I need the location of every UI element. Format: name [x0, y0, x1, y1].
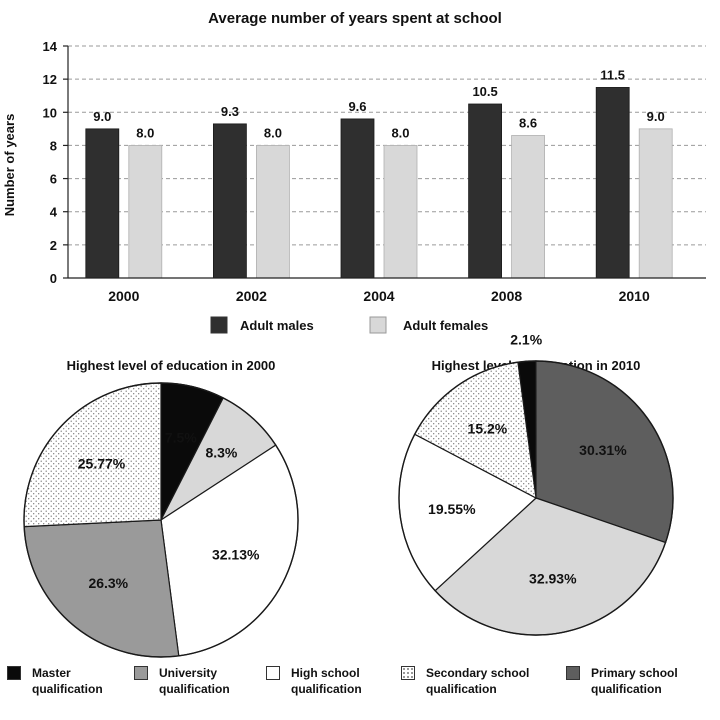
bar-value-label: 11.5 [600, 67, 625, 82]
bar-female [511, 135, 546, 279]
bar-value-label: 8.6 [519, 115, 537, 130]
pie-chart-2000: Highest level of education in 2000 7.5% 8… [23, 358, 299, 658]
legend-item-high-school: High school qualification [266, 665, 362, 697]
bar-value-label: 10.5 [472, 84, 497, 99]
pie-outline [398, 360, 674, 636]
legend-line: Secondary school [426, 666, 530, 680]
x-tick-labels: 2000 2002 2004 2008 2010 [108, 288, 650, 304]
pie-2000-title: Highest level of education in 2000 [67, 358, 276, 373]
legend-item-university: University qualification [134, 665, 230, 697]
pie-slice-label: 25.77% [78, 455, 126, 471]
bar-female [638, 128, 673, 279]
bar-male [340, 118, 375, 279]
y-tick-labels: 0 2 4 6 8 10 12 14 [43, 39, 58, 286]
pie-2000-slices: 7.5% 8.3% 32.13% 26.3% 25.77% [23, 382, 299, 658]
y-tick-label: 4 [50, 205, 58, 220]
bar-value-label: 9.0 [93, 109, 111, 124]
x-tick-label: 2010 [619, 288, 650, 304]
pie-slice-label: 15.2% [468, 420, 508, 436]
legend-label-females: Adult females [403, 318, 488, 333]
y-tick-label: 2 [50, 238, 57, 253]
pie-slice-label: 26.3% [88, 575, 128, 591]
legend-line: qualification [591, 682, 662, 696]
legend-text: High school qualification [291, 665, 362, 697]
legend-swatch [134, 666, 148, 680]
pie-2010-slices: 2.1% 30.31% 32.93% 19.55% 15.2% [398, 332, 674, 636]
legend-swatch-females [369, 316, 387, 334]
x-tick-label: 2000 [108, 288, 139, 304]
legend-text: Secondary school qualification [426, 665, 529, 697]
legend-swatch [401, 666, 415, 680]
bar-chart: Average number of years spent at school … [2, 10, 706, 334]
legend-line: Primary school [591, 666, 678, 680]
legend-swatch [7, 666, 21, 680]
chart-figure: Average number of years spent at school … [2, 10, 706, 658]
x-tick-label: 2008 [491, 288, 522, 304]
x-tick-label: 2004 [363, 288, 394, 304]
bar-legend: Adult males Adult females [210, 316, 488, 334]
legend-line: University [159, 666, 218, 680]
bar-series: 9.0 8.0 9.3 8.0 9.6 8.0 10.5 8.6 11.5 9.0 [85, 67, 673, 279]
legend-line: Master [32, 666, 71, 680]
y-tick-label: 10 [43, 105, 57, 120]
bar-male [468, 103, 503, 279]
pie-slice-label: 30.31% [579, 442, 627, 458]
pie-legend: Master qualification University qualific… [0, 660, 720, 720]
legend-line: qualification [159, 682, 230, 696]
bar-male [595, 87, 630, 279]
pie-slice-label: 8.3% [205, 445, 237, 461]
pie-slice-label: 32.13% [212, 546, 260, 562]
bar-female [383, 145, 418, 279]
bar-value-label: 8.0 [264, 125, 282, 140]
legend-line: High school [291, 666, 360, 680]
pie-slice-label: 7.5% [165, 429, 197, 445]
legend-swatch [266, 666, 280, 680]
y-tick-label: 6 [50, 172, 57, 187]
pie-slice-label: 32.93% [529, 571, 577, 587]
bar-male [85, 128, 120, 279]
legend-line: qualification [291, 682, 362, 696]
legend-item-primary-school: Primary school qualification [566, 665, 678, 697]
bar-female [128, 145, 163, 279]
bar-female [255, 145, 290, 279]
legend-label-males: Adult males [240, 318, 314, 333]
legend-item-master: Master qualification [7, 665, 103, 697]
pie-slice-label: 19.55% [428, 501, 476, 517]
legend-text: Master qualification [32, 665, 103, 697]
legend-text: University qualification [159, 665, 230, 697]
pie-chart-2010: Highest level of education in 2010 2.1%3… [398, 332, 674, 636]
y-tick-label: 14 [43, 39, 58, 54]
legend-swatch [566, 666, 580, 680]
bar-value-label: 8.0 [391, 125, 409, 140]
bar-value-label: 9.6 [348, 99, 366, 114]
x-tick-label: 2002 [236, 288, 267, 304]
y-tick-label: 0 [50, 271, 57, 286]
legend-line: qualification [32, 682, 103, 696]
pie-slice-label: 2.1% [510, 332, 542, 348]
y-tick-label: 12 [43, 72, 57, 87]
legend-line: qualification [426, 682, 497, 696]
bar-value-label: 8.0 [136, 125, 154, 140]
legend-swatch-males [210, 316, 228, 334]
bar-male [212, 123, 247, 279]
bar-value-label: 9.3 [221, 104, 239, 119]
bar-chart-title: Average number of years spent at school [208, 10, 502, 27]
y-tick-label: 8 [50, 138, 57, 153]
bar-value-label: 9.0 [647, 109, 665, 124]
legend-item-secondary-school: Secondary school qualification [401, 665, 529, 697]
legend-text: Primary school qualification [591, 665, 678, 697]
y-axis-label: Number of years [2, 114, 17, 217]
pie-outline [23, 382, 299, 658]
